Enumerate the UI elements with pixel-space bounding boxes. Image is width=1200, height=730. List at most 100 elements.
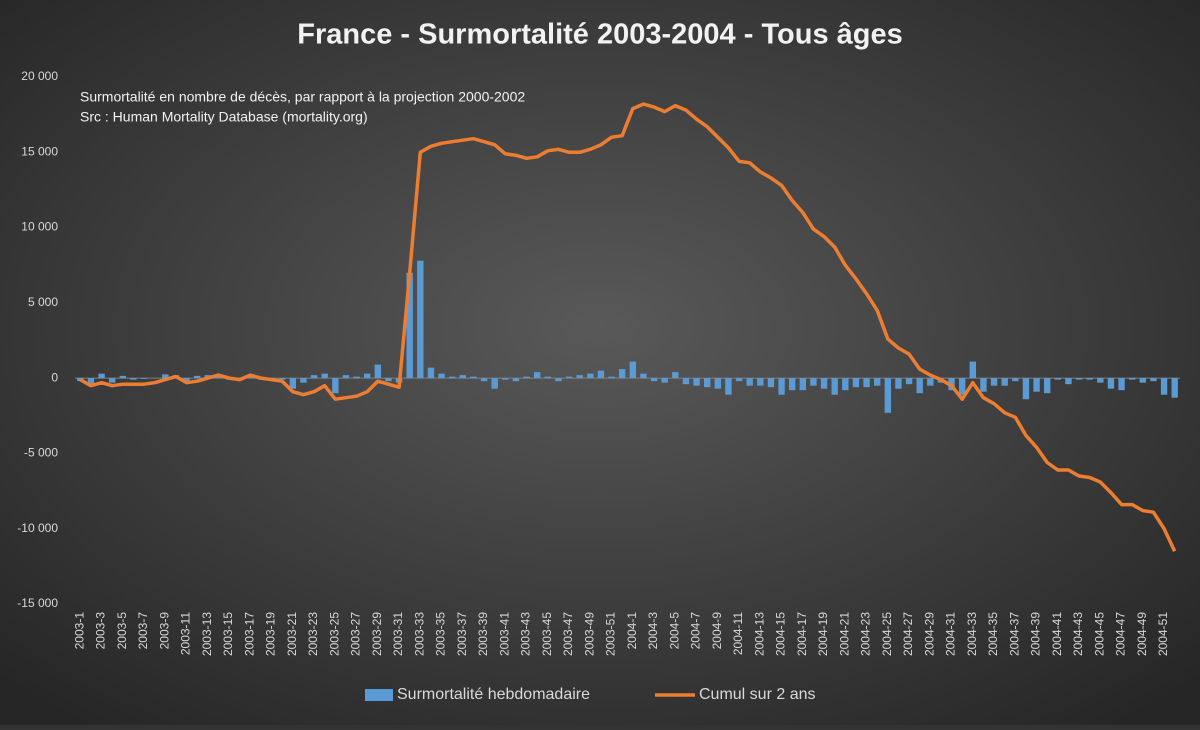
x-tick-label: 2004-37 <box>1007 612 1021 656</box>
bar <box>1001 378 1008 386</box>
bar <box>746 378 753 386</box>
bar <box>980 378 987 392</box>
x-tick-label: 2003-31 <box>391 612 405 656</box>
bar <box>502 378 509 380</box>
bar <box>1086 378 1093 380</box>
x-tick-label: 2004-29 <box>922 612 936 656</box>
x-tick-label: 2003-45 <box>540 612 554 656</box>
bar <box>332 378 339 394</box>
bar <box>1054 378 1061 380</box>
y-tick-label: -15 000 <box>17 596 58 610</box>
bar <box>534 372 541 379</box>
bar <box>682 378 690 385</box>
x-tick-label: 2004-13 <box>752 612 766 656</box>
x-tick-label: 2003-27 <box>349 612 363 656</box>
bar <box>289 378 296 389</box>
bar <box>959 378 966 395</box>
y-tick-label: -10 000 <box>17 521 58 535</box>
bar <box>629 361 636 379</box>
y-tick-label: 10 000 <box>21 220 58 234</box>
bar <box>1160 378 1168 395</box>
x-tick-label: 2004-5 <box>667 612 681 650</box>
x-tick-label: 2003-33 <box>412 612 426 656</box>
line <box>79 102 1177 553</box>
bar <box>714 378 721 389</box>
bar <box>1150 378 1157 382</box>
x-tick-label: 2003-11 <box>179 612 193 655</box>
bar <box>1118 378 1125 391</box>
x-tick-label: 2003-13 <box>200 612 214 656</box>
bar <box>969 361 976 379</box>
bar <box>608 376 615 379</box>
x-tick-label: 2003-37 <box>455 612 469 656</box>
chart-title: France - Surmortalité 2003-2004 - Tous â… <box>297 19 902 51</box>
bar <box>1075 378 1083 380</box>
x-tick-label: 2004-23 <box>859 612 873 656</box>
bar <box>512 378 520 382</box>
bar <box>810 378 817 386</box>
y-tick-label: 5 000 <box>28 295 58 309</box>
bar <box>905 378 913 385</box>
bar <box>863 378 870 388</box>
bar <box>374 364 381 379</box>
x-tick-label: 2004-31 <box>944 612 958 656</box>
bar <box>353 376 360 379</box>
x-tick-label: 2004-43 <box>1071 612 1085 656</box>
bar <box>119 375 126 379</box>
x-tick-label: 2003-5 <box>115 612 129 650</box>
bar <box>587 373 594 379</box>
legend-label: Surmortalité hebdomadaire <box>397 686 590 703</box>
x-tick-label: 2003-19 <box>264 612 278 656</box>
bar <box>459 375 466 379</box>
bar <box>1139 378 1146 383</box>
x-tick-label: 2004-21 <box>837 612 851 656</box>
x-tick-label: 2003-25 <box>327 612 341 656</box>
bar <box>1033 378 1040 392</box>
bar <box>130 378 137 380</box>
bar <box>321 373 328 379</box>
x-tick-label: 2003-9 <box>157 612 171 650</box>
bar <box>109 378 116 383</box>
annotation: Src : Human Mortality Database (mortalit… <box>80 109 368 125</box>
bar <box>1065 378 1072 385</box>
x-tick-label: 2004-33 <box>965 612 979 656</box>
bar <box>565 376 573 379</box>
bar <box>1097 378 1104 383</box>
bar <box>895 378 902 389</box>
annotation: Surmortalité en nombre de décès, par rap… <box>80 89 525 105</box>
bar <box>597 370 605 379</box>
bar <box>449 376 456 379</box>
bar <box>1012 378 1019 382</box>
bar <box>704 378 711 388</box>
bar <box>480 378 488 382</box>
bar <box>650 378 658 382</box>
bar <box>427 367 435 379</box>
bar <box>831 378 838 395</box>
bar <box>342 375 350 379</box>
bar <box>990 378 998 386</box>
bar <box>1107 378 1115 389</box>
bar <box>555 378 562 382</box>
x-tick-label: 2003-47 <box>561 612 575 656</box>
bar <box>1044 378 1051 394</box>
bar <box>544 376 551 379</box>
bar <box>916 378 923 394</box>
x-tick-label: 2004-19 <box>816 612 830 656</box>
legend-swatch <box>365 689 393 701</box>
x-tick-label: 2004-3 <box>646 612 660 650</box>
x-tick-label: 2003-17 <box>242 612 256 656</box>
x-tick-label: 2004-9 <box>710 612 724 650</box>
bar <box>799 378 806 391</box>
bar <box>300 378 307 383</box>
bar <box>874 378 881 386</box>
bar <box>884 378 891 413</box>
x-tick-label: 2004-41 <box>1050 612 1064 656</box>
bar <box>767 378 775 388</box>
bar <box>183 378 190 383</box>
bar <box>693 378 700 386</box>
bar <box>820 378 828 389</box>
x-tick-label: 2003-41 <box>497 612 511 656</box>
x-tick-label: 2003-49 <box>582 612 596 656</box>
